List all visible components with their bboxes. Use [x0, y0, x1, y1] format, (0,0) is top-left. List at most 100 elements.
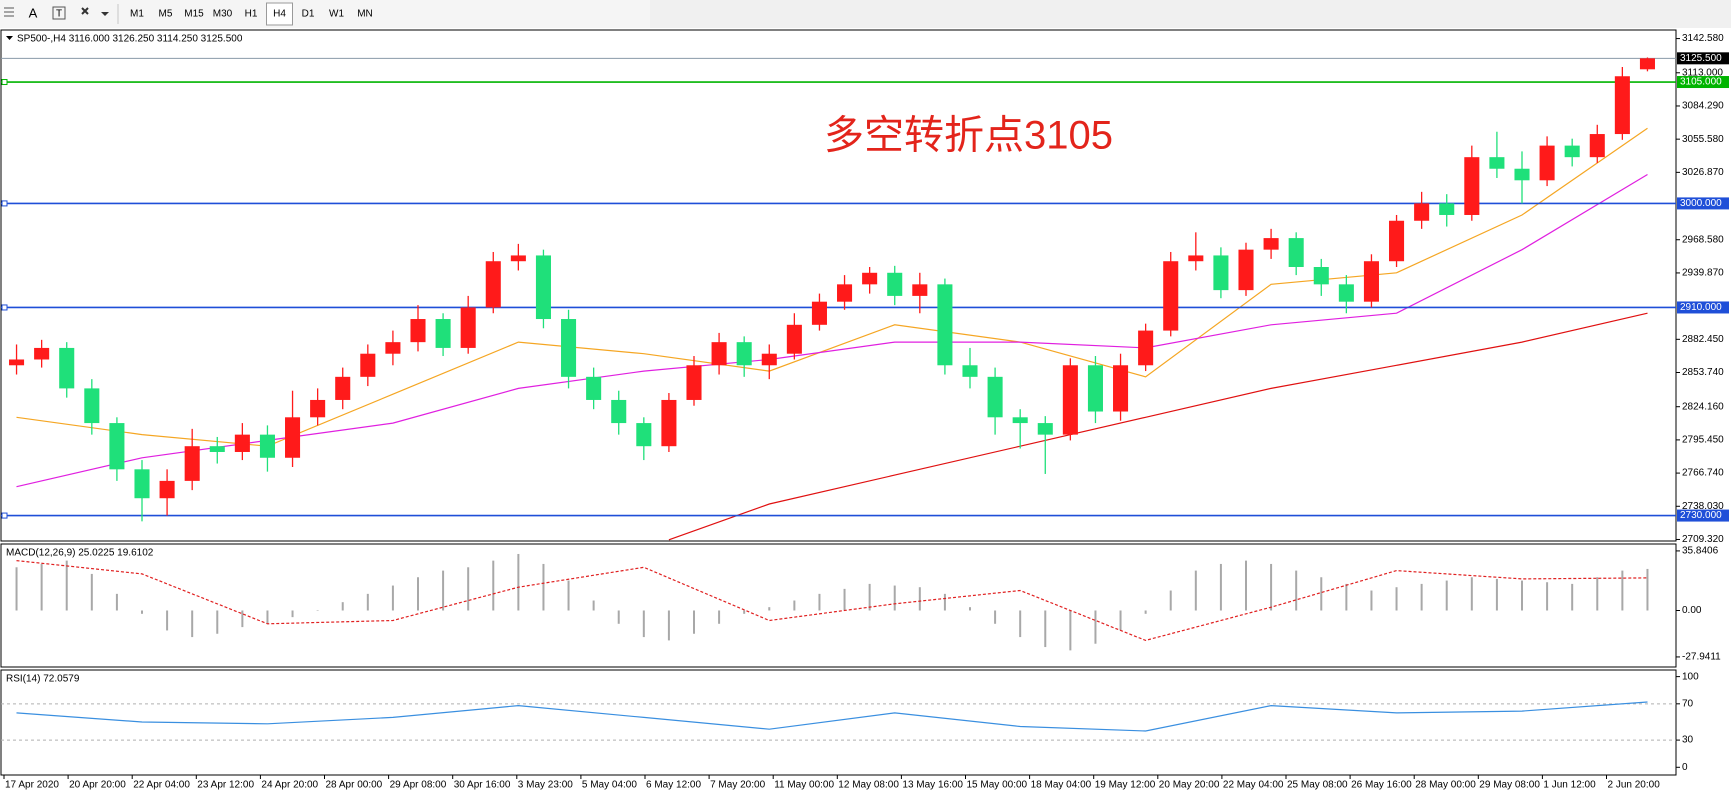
- candle-body: [184, 446, 200, 481]
- candle-body: [435, 319, 451, 348]
- candle-body: [761, 353, 777, 366]
- candle-body: [259, 434, 275, 458]
- y-tick-label: 0.00: [1682, 605, 1702, 616]
- x-tick-label: 22 Apr 04:00: [133, 780, 190, 791]
- macd-bar: [1495, 578, 1498, 611]
- candle-body: [1514, 168, 1530, 181]
- candle-body: [611, 399, 627, 424]
- x-tick-label: 29 Apr 08:00: [390, 780, 447, 791]
- candle-body: [912, 284, 928, 296]
- chart-layer: 3142.580 3113.000 3084.290 3055.580 3026.870…: [1, 33, 1729, 791]
- candle-body: [535, 255, 551, 320]
- candle-body: [887, 272, 903, 296]
- candle-body: [84, 388, 100, 424]
- text-tool[interactable]: A: [29, 5, 38, 20]
- macd-bar: [1646, 568, 1649, 611]
- candle-body: [510, 255, 526, 262]
- macd-bar: [868, 583, 871, 611]
- timeframe-button[interactable]: MN: [357, 9, 373, 20]
- timeframe-button[interactable]: M1: [130, 9, 144, 20]
- macd-bar: [1395, 587, 1398, 611]
- macd-bar: [642, 610, 645, 638]
- candle-body: [987, 376, 1003, 418]
- level-tag: [1677, 301, 1729, 314]
- y-tick-label: 3084.290: [1682, 101, 1724, 112]
- last-price-label: 3125.500: [1680, 53, 1722, 64]
- x-tick-label: 28 May 00:00: [1415, 780, 1476, 791]
- timeframe-button[interactable]: M15: [184, 9, 204, 20]
- last-price-tag: [1677, 52, 1729, 65]
- cursor-tool[interactable]: [4, 7, 14, 17]
- macd-bar: [1571, 583, 1574, 611]
- macd-bar: [1621, 570, 1624, 611]
- macd-bar: [1420, 583, 1423, 611]
- x-tick-label: 13 May 16:00: [902, 780, 963, 791]
- macd-bar: [366, 593, 369, 611]
- y-tick-label: 2853.740: [1682, 367, 1724, 378]
- timeframe-button[interactable]: H4: [266, 2, 293, 26]
- macd-bar: [216, 610, 219, 634]
- candle-body: [1489, 157, 1505, 169]
- macd-bar: [617, 610, 620, 624]
- price-plot: [1, 57, 1676, 541]
- macd-bar: [969, 607, 971, 611]
- y-tick-label: 3113.000: [1682, 67, 1723, 78]
- x-tick-label: 3 May 23:00: [518, 780, 573, 791]
- candle-body: [1263, 238, 1279, 250]
- y-tick-label: 100: [1682, 671, 1699, 682]
- macd-bar: [141, 610, 143, 614]
- candle-body: [1012, 417, 1028, 424]
- candle-body: [59, 347, 75, 389]
- candle-body: [736, 342, 752, 366]
- timeframe-button[interactable]: D1: [302, 9, 315, 20]
- candle-body: [1539, 145, 1555, 181]
- macd-bar: [391, 585, 394, 611]
- candle-body: [335, 376, 351, 400]
- macd-bar: [517, 553, 520, 611]
- macd-bar: [718, 610, 721, 624]
- macd-bar: [417, 577, 419, 611]
- candle-body: [9, 359, 25, 366]
- timeframe-button[interactable]: M5: [159, 9, 173, 20]
- x-tick-label: 6 May 12:00: [646, 780, 701, 791]
- timeframe-label: W1: [329, 9, 344, 20]
- candle-body: [310, 399, 326, 418]
- x-tick-label: 26 May 16:00: [1351, 780, 1412, 791]
- x-tick-label: 15 May 00:00: [967, 780, 1028, 791]
- macd-bar: [1044, 610, 1047, 648]
- macd-bar: [90, 573, 93, 611]
- level-label: 2730.000: [1680, 510, 1722, 521]
- x-tick-label: 23 Apr 12:00: [197, 780, 254, 791]
- arrows-tool[interactable]: [81, 7, 109, 16]
- timeframe-button[interactable]: W1: [329, 9, 344, 20]
- candle-body: [561, 319, 577, 377]
- candle-body: [1414, 203, 1430, 221]
- rsi-axis: 100 70 30 0: [1676, 671, 1699, 773]
- level-handle: [1, 512, 8, 519]
- timeframe-button[interactable]: H1: [245, 9, 258, 20]
- candle-body: [1163, 261, 1179, 331]
- panel-title: SP500-,H4 3116.000 3126.250 3114.250 312…: [17, 34, 243, 45]
- macd-bar: [592, 600, 595, 611]
- macd-bar: [818, 593, 821, 611]
- x-tick-label: 5 May 04:00: [582, 780, 637, 791]
- level-tag: [1677, 76, 1729, 89]
- y-tick-label: 2795.450: [1682, 435, 1724, 446]
- annotation: 多空转折点3105: [824, 114, 1113, 158]
- x-tick-label: 24 Apr 20:00: [261, 780, 318, 791]
- timeframe-button[interactable]: M30: [213, 9, 233, 20]
- candle-body: [1062, 365, 1078, 435]
- macd-bar: [893, 585, 896, 611]
- candle-body: [1288, 238, 1304, 268]
- button-frame: [266, 2, 293, 26]
- candle-body: [586, 376, 602, 400]
- level-label: 3105.000: [1680, 77, 1722, 88]
- price-axis: 3142.580 3113.000 3084.290 3055.580 3026.870…: [1676, 33, 1724, 545]
- candle-body: [209, 446, 225, 452]
- y-tick-label: -27.9411: [1682, 652, 1721, 663]
- candle-body: [811, 301, 827, 325]
- candle-body: [34, 347, 50, 360]
- label-tool[interactable]: T: [52, 6, 66, 20]
- candle-body: [1213, 255, 1229, 291]
- timeframe-label: H4: [273, 9, 286, 20]
